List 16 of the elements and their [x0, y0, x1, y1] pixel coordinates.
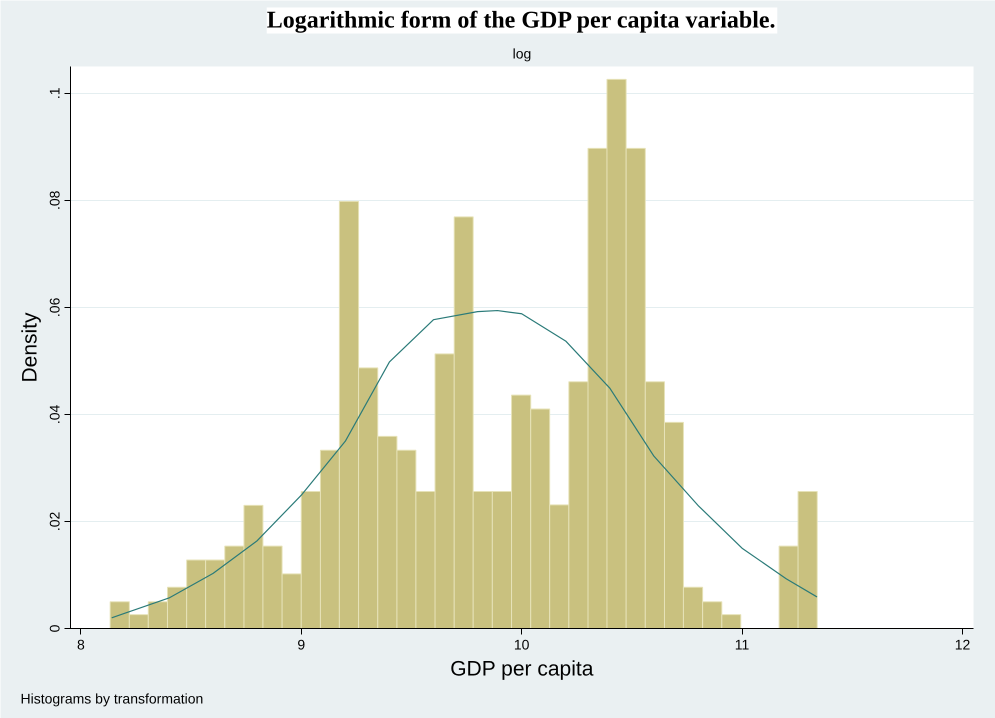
- x-tick-label: 12: [954, 636, 970, 652]
- y-tick-label: .04: [46, 404, 62, 424]
- y-tick-label: 0: [46, 624, 62, 632]
- y-tick-label: .1: [46, 87, 62, 100]
- y-axis-title: Density: [18, 312, 42, 383]
- x-tick-label: 8: [76, 636, 85, 652]
- y-tick-label: .02: [46, 512, 62, 532]
- x-tick-label: 10: [514, 636, 530, 652]
- chart-title: Logarithmic form of the GDP per capita variable.: [266, 8, 776, 34]
- y-tick-label: .08: [46, 190, 62, 210]
- text: Histograms by transformation: [20, 690, 204, 706]
- y-tick-label: .06: [46, 297, 62, 318]
- chart-subtitle: log: [512, 46, 532, 62]
- x-axis-title: GDP per capita: [450, 658, 594, 680]
- x-tick-label: 11: [734, 636, 750, 652]
- x-tick-label: 9: [297, 636, 306, 652]
